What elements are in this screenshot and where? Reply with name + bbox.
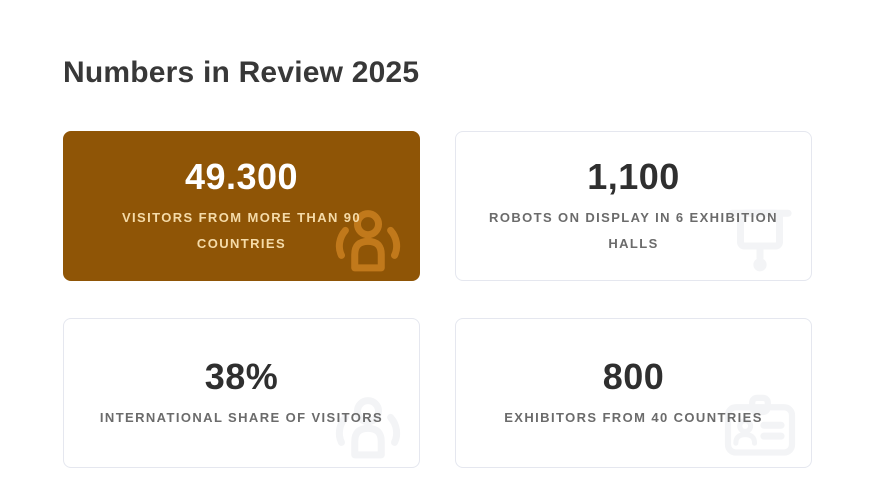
stat-label: EXHIBITORS FROM 40 COUNTRIES [504, 409, 763, 425]
stat-value: 800 [602, 355, 665, 397]
stat-label: VISITORS FROM MORE THAN 90 COUNTRIES [121, 209, 362, 251]
stat-value: 49.300 [184, 155, 299, 197]
stat-card-visitors[interactable]: 49.300 VISITORS FROM MORE THAN 90 COUNTR… [63, 131, 420, 281]
stats-grid: 49.300 VISITORS FROM MORE THAN 90 COUNTR… [63, 131, 813, 468]
visitors-group-icon [329, 200, 407, 278]
stat-card-exhibitors[interactable]: 800 EXHIBITORS FROM 40 COUNTRIES [455, 318, 812, 468]
id-badge-icon [721, 387, 799, 465]
stat-label: INTERNATIONAL SHARE OF VISITORS [99, 409, 384, 425]
stat-card-robots[interactable]: 1,100 ROBOTS ON DISPLAY IN 6 EXHIBITION … [455, 131, 812, 281]
stat-label: ROBOTS ON DISPLAY IN 6 EXHIBITION HALLS [489, 209, 778, 251]
stat-value: 1,100 [587, 155, 680, 197]
visitor-person-icon [329, 387, 407, 465]
stat-value: 38% [204, 355, 279, 397]
stat-card-international-share[interactable]: 38% INTERNATIONAL SHARE OF VISITORS [63, 318, 420, 468]
numbers-in-review-section: Numbers in Review 2025 49.300 VISITORS F… [63, 56, 813, 468]
section-title: Numbers in Review 2025 [63, 56, 420, 89]
presentation-board-icon [721, 200, 799, 278]
